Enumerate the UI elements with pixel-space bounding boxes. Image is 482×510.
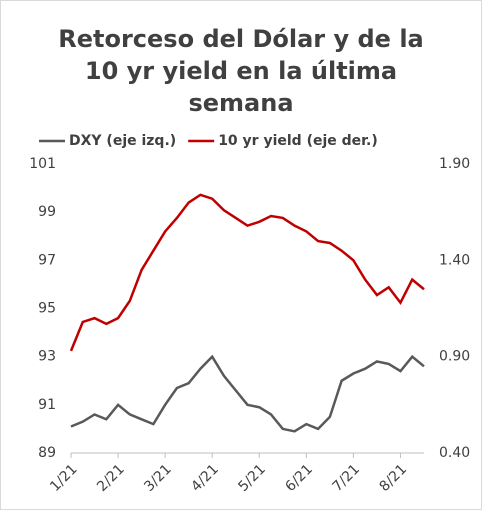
x-tick-label: 8/21: [377, 461, 411, 495]
legend-label: 10 yr yield (eje der.): [218, 133, 378, 149]
y-tick-label: 97: [38, 252, 56, 268]
y-tick-label: 99: [38, 204, 56, 220]
chart-title: Retorceso del Dólar y de la 10 yr yield …: [58, 25, 424, 117]
x-tick-label: 3/21: [141, 461, 175, 495]
y-tick-label: 101: [29, 156, 56, 172]
x-tick-label: 5/21: [235, 461, 269, 495]
x-tick-label: 6/21: [282, 461, 316, 495]
x-tick-label: 4/21: [188, 461, 222, 495]
legend-label: DXY (eje izq.): [69, 133, 176, 149]
y2-tick-label: 1.90: [439, 156, 470, 172]
y-tick-label: 89: [38, 445, 56, 461]
x-tick-label: 1/21: [47, 461, 81, 495]
y2-tick-label: 1.40: [439, 252, 470, 268]
x-tick-label: 2/21: [94, 461, 128, 495]
x-tick-label: 7/21: [330, 461, 364, 495]
y-tick-label: 95: [38, 301, 56, 317]
y2-tick-label: 0.90: [439, 349, 470, 365]
line-series: [69, 193, 425, 352]
y2-tick-label: 0.40: [439, 445, 470, 461]
y-tick-label: 93: [38, 349, 56, 365]
line-series: [70, 354, 425, 433]
y-tick-label: 91: [38, 397, 56, 413]
